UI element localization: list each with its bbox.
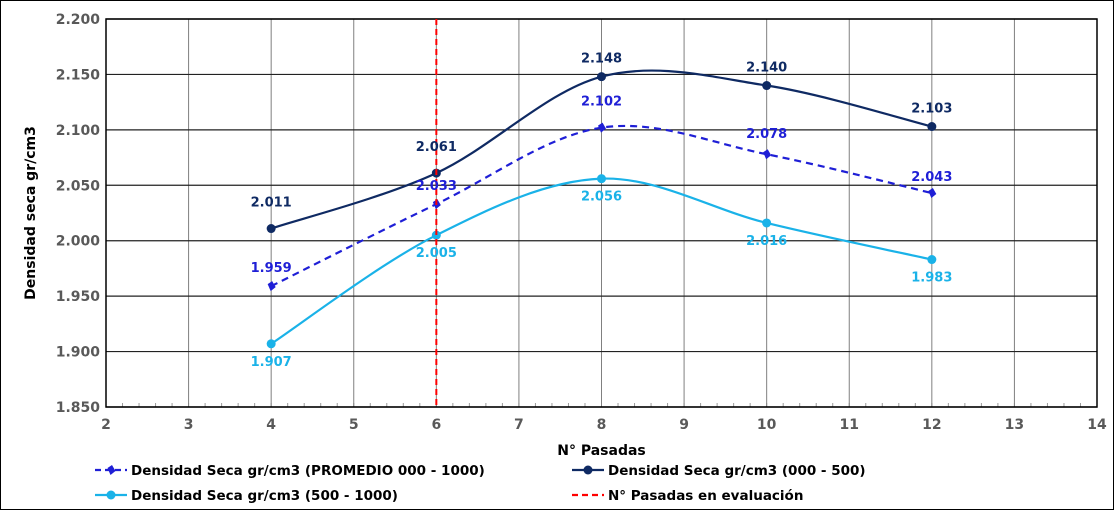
series-000-500: [266, 69, 937, 234]
y-tick-label: 2.000: [56, 234, 101, 250]
y-tick-label: 1.850: [56, 400, 101, 416]
data-point: [927, 255, 937, 265]
y-tick-label: 2.050: [56, 178, 101, 194]
series-500-1000: [266, 174, 937, 349]
y-tick-label: 2.100: [56, 123, 101, 139]
data-label: 2.102: [581, 95, 622, 110]
x-tick-label: 11: [840, 417, 859, 433]
data-label: 2.005: [416, 246, 457, 261]
data-point: [762, 81, 772, 91]
y-tick-label: 1.950: [56, 289, 101, 305]
data-label: 2.140: [746, 61, 787, 76]
legend: Densidad Seca gr/cm3 (PROMEDIO 000 - 100…: [95, 463, 866, 504]
data-label: 2.148: [581, 52, 622, 67]
x-tick-label: 2: [101, 417, 111, 433]
data-point: [598, 122, 606, 133]
data-label: 2.078: [746, 127, 787, 142]
y-tick-label: 2.200: [56, 12, 101, 28]
data-point: [597, 174, 606, 184]
data-label: 2.061: [416, 140, 457, 155]
x-tick-label: 13: [1005, 417, 1024, 433]
y-tick-label: 2.150: [56, 67, 101, 83]
x-tick-label: 6: [431, 417, 441, 433]
data-label: 2.103: [911, 102, 952, 117]
x-tick-label: 12: [922, 417, 941, 433]
data-label: 2.033: [416, 179, 457, 194]
x-tick-label: 8: [597, 417, 607, 433]
x-axis-title: N° Pasadas: [557, 443, 646, 459]
series-line: [270, 124, 933, 288]
data-point: [266, 224, 276, 234]
x-tick-label: 3: [184, 417, 194, 433]
x-tick-label: 4: [266, 417, 276, 433]
x-tick-label: 5: [349, 417, 359, 433]
legend-marker: [107, 465, 116, 475]
data-label: 1.907: [251, 355, 292, 370]
x-tick-label: 10: [757, 417, 777, 433]
legend-label: N° Pasadas en evaluación: [608, 488, 803, 504]
data-point: [928, 188, 937, 199]
legend-label: Densidad Seca gr/cm3 (000 - 500): [608, 463, 866, 479]
data-point: [762, 218, 772, 228]
data-point: [927, 122, 937, 132]
data-point: [266, 339, 276, 349]
data-point: [597, 72, 606, 82]
data-label: 2.016: [746, 234, 787, 249]
data-point: [431, 230, 441, 240]
legend-marker: [106, 490, 116, 500]
series-promedio: [267, 122, 937, 292]
data-label: 2.011: [251, 196, 292, 211]
legend-marker: [583, 465, 593, 475]
x-tick-label: 9: [679, 417, 689, 433]
x-tick-label: 7: [514, 417, 524, 433]
y-axis-title: Densidad seca gr/cm3: [23, 126, 39, 300]
legend-label: Densidad Seca gr/cm3 (PROMEDIO 000 - 100…: [131, 463, 485, 479]
data-label: 1.983: [911, 271, 952, 286]
data-label: 1.959: [251, 261, 292, 276]
legend-label: Densidad Seca gr/cm3 (500 - 1000): [131, 488, 398, 504]
data-label: 2.056: [581, 190, 622, 205]
data-point: [763, 149, 772, 160]
plot-border: [105, 18, 1098, 408]
data-label: 2.043: [911, 170, 952, 185]
y-tick-label: 1.900: [56, 345, 101, 361]
x-tick-label: 14: [1087, 417, 1107, 433]
data-point: [267, 281, 276, 292]
